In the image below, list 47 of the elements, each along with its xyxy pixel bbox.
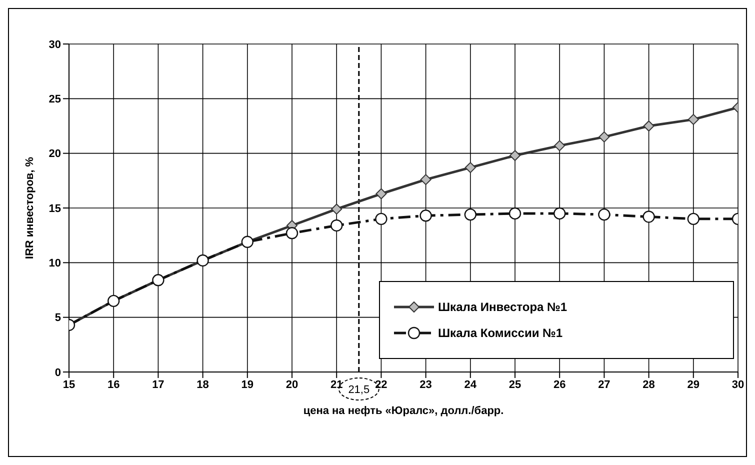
x-tick-label: 26	[553, 378, 566, 391]
legend-label: Шкала Инвестора №1	[438, 300, 568, 314]
x-tick-label: 15	[62, 378, 76, 391]
ref-line-label: 21,5	[348, 384, 370, 396]
x-axis-title: цена на нефть «Юралс», долл./барр.	[303, 405, 504, 417]
x-tick-label: 21	[330, 378, 343, 391]
point	[554, 207, 566, 220]
point	[687, 212, 700, 226]
point	[420, 210, 432, 222]
point	[331, 204, 342, 215]
point	[464, 162, 476, 174]
point	[598, 131, 610, 142]
point	[330, 219, 343, 232]
x-tick-label: 27	[598, 378, 610, 391]
y-tick-label: 10	[48, 258, 61, 270]
point	[688, 114, 699, 125]
point	[376, 188, 387, 200]
point	[286, 227, 298, 240]
point	[554, 140, 566, 152]
x-tick-label: 18	[196, 378, 209, 391]
x-tick-label: 29	[687, 378, 700, 391]
x-tick-label: 17	[152, 378, 164, 391]
legend-label: Шкала Комиссии №1	[438, 326, 563, 340]
x-tick-label: 24	[464, 378, 478, 391]
x-tick-label: 16	[107, 378, 120, 391]
y-tick-label: 25	[48, 94, 61, 106]
x-tick-label: 20	[286, 378, 298, 391]
x-tick-label: 23	[420, 378, 432, 391]
y-tick-label: 30	[48, 38, 61, 51]
point	[642, 210, 655, 223]
point	[464, 208, 476, 221]
y-axis-title: IRR инвесторов, %	[24, 156, 36, 260]
point	[375, 212, 388, 226]
y-tick-label: 5	[54, 312, 61, 324]
point	[420, 174, 432, 186]
y-tick-label: 15	[48, 202, 61, 215]
x-tick-label: 28	[642, 378, 655, 391]
x-tick-label: 30	[732, 378, 744, 391]
x-tick-label: 25	[508, 378, 522, 391]
y-tick-label: 0	[54, 366, 61, 379]
point	[508, 207, 522, 220]
x-tick-label: 19	[241, 378, 254, 391]
x-tick-label: 22	[375, 378, 388, 391]
point	[643, 120, 654, 132]
y-tick-label: 20	[48, 148, 61, 160]
point	[598, 208, 610, 221]
point	[510, 150, 520, 162]
